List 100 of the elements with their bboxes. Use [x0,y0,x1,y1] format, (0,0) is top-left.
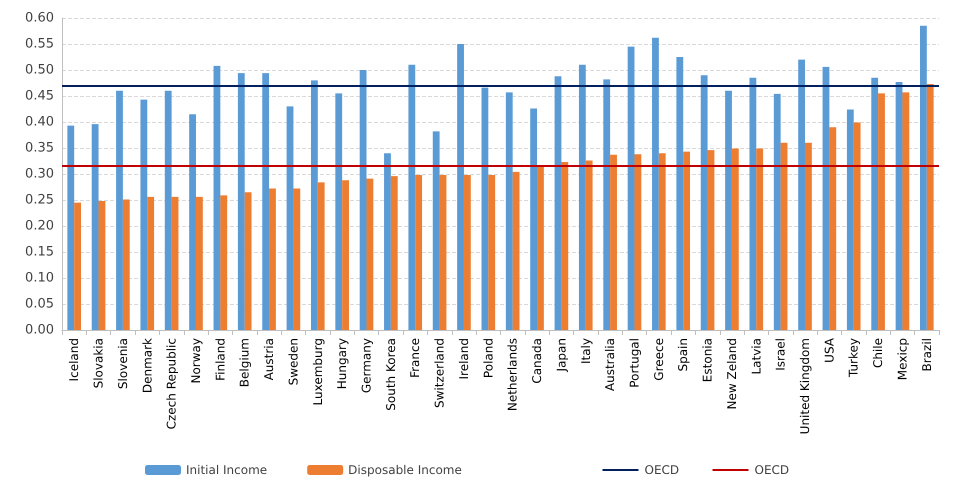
y-tick-label: 0.40 [25,114,54,130]
bar [920,26,927,330]
bar [700,75,708,330]
x-tick-label: Brazil [920,338,934,372]
x-tick-label: Germany [360,338,374,394]
x-tick-label: Switzerland [432,338,447,408]
y-tick-label: 0.60 [25,10,54,26]
x-tick-label: Norway [188,338,203,384]
bar [360,70,367,330]
y-tick-label: 0.55 [25,36,54,52]
x-tick-label: Ireland [456,338,471,380]
bar [220,195,228,330]
bar [578,64,586,330]
bar [318,182,325,330]
y-tick-label: 0.20 [25,218,54,234]
bar [896,82,902,330]
x-tick-label: Mexicp [895,338,910,380]
x-tick-label: Slovenia [116,338,130,390]
x-tick-label: Canada [530,338,544,384]
x-tick-label: Spain [676,338,690,372]
bar [634,154,642,330]
bar [408,64,416,330]
bar [756,148,764,330]
x-tick-label: Chile [871,338,886,368]
x-tick-label: Luxemburg [310,338,325,406]
bar [537,166,544,330]
bar [749,78,756,330]
bar [464,175,471,330]
bar [530,108,538,330]
bar [846,110,854,330]
bar [854,122,861,330]
bar [780,142,788,330]
bar [829,127,836,330]
bar [366,178,374,330]
x-tick-label: Slovakia [92,338,106,388]
bar [871,78,878,330]
x-tick-label: United Kingdom [798,338,812,434]
bar [384,153,391,330]
y-tick-label: 0.00 [25,322,54,338]
x-tick-label: Australia [603,338,618,392]
x-tick-label: Estonia [700,338,715,382]
y-tick-label: 0.25 [25,192,54,208]
bar [440,175,446,330]
x-tick-label: Sweden [286,338,300,386]
bar [116,90,123,330]
bar [310,80,318,330]
bar [147,196,154,330]
bar [415,175,422,330]
x-tick-label: Greece [652,338,666,381]
bar [805,142,812,330]
bar [506,92,513,330]
bar [603,79,610,330]
bar [140,100,148,330]
bar [122,199,130,330]
bar [902,92,910,330]
bar [293,188,300,330]
x-tick-label: Austria [262,338,276,380]
bar [262,73,270,330]
x-tick-label: Portugal [627,338,642,388]
x-tick-label: France [408,338,422,378]
bar [628,46,634,330]
bar [676,57,684,330]
bar [561,162,568,330]
y-tick-label: 0.45 [25,88,54,104]
x-tick-label: Italy [578,338,593,364]
legend-label: OECD [644,463,680,477]
x-tick-label: Denmark [140,338,154,394]
y-tick-label: 0.10 [25,270,54,286]
x-tick-label: Belgium [238,338,252,388]
bar [269,188,276,330]
bar [189,114,196,330]
x-tick-label: Turkey [846,338,861,378]
bar [432,131,440,330]
x-tick-label: Netherlands [506,338,520,412]
bar [172,196,178,330]
x-tick-label: Latvia [749,338,764,375]
x-tick-label: New Zeland [724,338,739,410]
bar [238,73,245,330]
legend-label: OECD [754,463,790,477]
x-tick-label: Poland [481,338,496,378]
x-tick-label: USA [822,337,836,363]
bar [683,152,690,330]
x-tick-label: Israel [774,338,788,371]
bar [610,154,617,330]
y-tick-label: 0.05 [25,296,54,312]
bar [74,202,81,330]
bar [658,153,666,330]
bar [457,44,464,330]
bar [822,66,830,330]
x-tick-label: Hungary [335,338,350,390]
bar [98,201,106,330]
bar [732,148,739,330]
bar [342,180,349,330]
bar [798,60,806,330]
bar [92,124,99,330]
bar [586,160,593,330]
bar [67,126,74,330]
x-tick-label: Czech Republic [164,338,179,430]
legend-label: Disposable Income [348,463,462,477]
bar [708,150,714,330]
